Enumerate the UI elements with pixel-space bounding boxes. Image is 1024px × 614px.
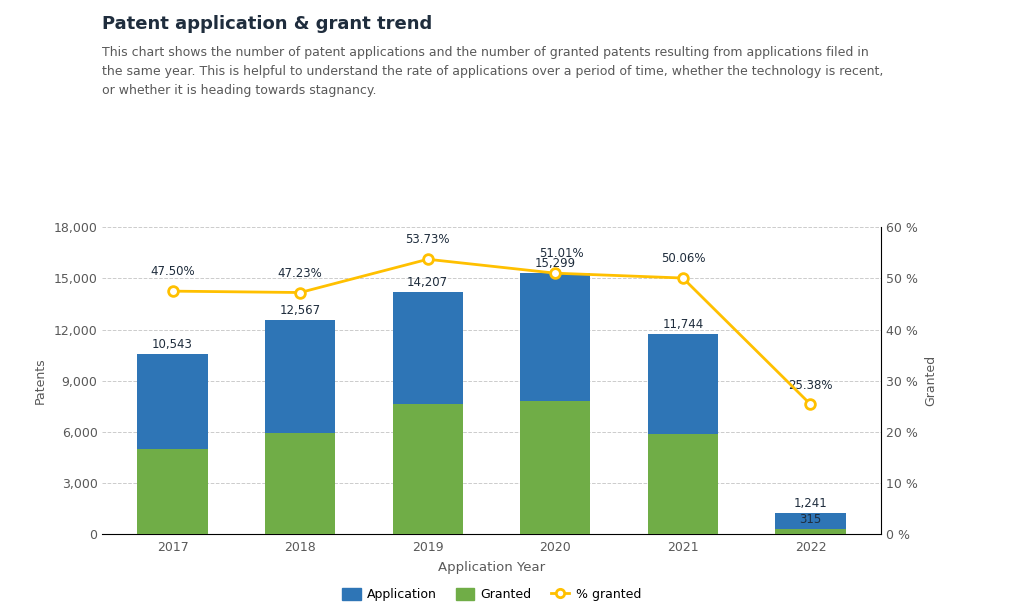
% granted [549, 270, 561, 277]
Text: 47.23%: 47.23% [278, 266, 323, 280]
Line: % granted: % granted [168, 254, 815, 409]
Text: 315: 315 [800, 513, 821, 526]
Text: 10,543: 10,543 [153, 338, 193, 351]
Text: 53.73%: 53.73% [406, 233, 450, 246]
Bar [137, 449, 208, 534]
Legend: Application, Granted, % granted: Application, Granted, % granted [337, 583, 646, 606]
Text: 51.01%: 51.01% [540, 247, 584, 260]
Text: This chart shows the number of patent applications and the number of granted pat: This chart shows the number of patent ap… [102, 46, 884, 97]
Text: 7,804: 7,804 [539, 406, 572, 419]
Text: 47.50%: 47.50% [151, 265, 195, 278]
Text: Patent application & grant trend: Patent application & grant trend [102, 15, 433, 33]
Bar [392, 404, 463, 534]
% granted [804, 401, 816, 408]
X-axis label: Application Year: Application Year [438, 561, 545, 574]
% granted [677, 274, 689, 282]
Bar [265, 320, 335, 534]
Bar [137, 354, 208, 534]
Text: 50.06%: 50.06% [660, 252, 706, 265]
Bar [520, 401, 591, 534]
Text: 15,299: 15,299 [535, 257, 575, 270]
Bar [775, 513, 846, 534]
Bar [265, 433, 335, 534]
Text: 14,207: 14,207 [408, 276, 449, 289]
Text: 5,879: 5,879 [667, 439, 699, 452]
Text: 1,241: 1,241 [794, 497, 827, 510]
Text: 12,567: 12,567 [280, 304, 321, 317]
Bar [392, 292, 463, 534]
% granted [422, 255, 434, 263]
Bar [775, 529, 846, 534]
Text: 25.38%: 25.38% [788, 378, 833, 392]
Text: 11,744: 11,744 [663, 318, 703, 331]
Text: 5,008: 5,008 [156, 454, 189, 467]
Y-axis label: Granted: Granted [925, 355, 937, 406]
Text: 7,633: 7,633 [411, 409, 444, 422]
Bar [648, 434, 718, 534]
Bar [520, 273, 591, 534]
% granted [167, 287, 179, 295]
Bar [648, 334, 718, 534]
Y-axis label: Patents: Patents [34, 357, 47, 404]
% granted [294, 289, 306, 296]
Text: 5,936: 5,936 [284, 438, 316, 451]
